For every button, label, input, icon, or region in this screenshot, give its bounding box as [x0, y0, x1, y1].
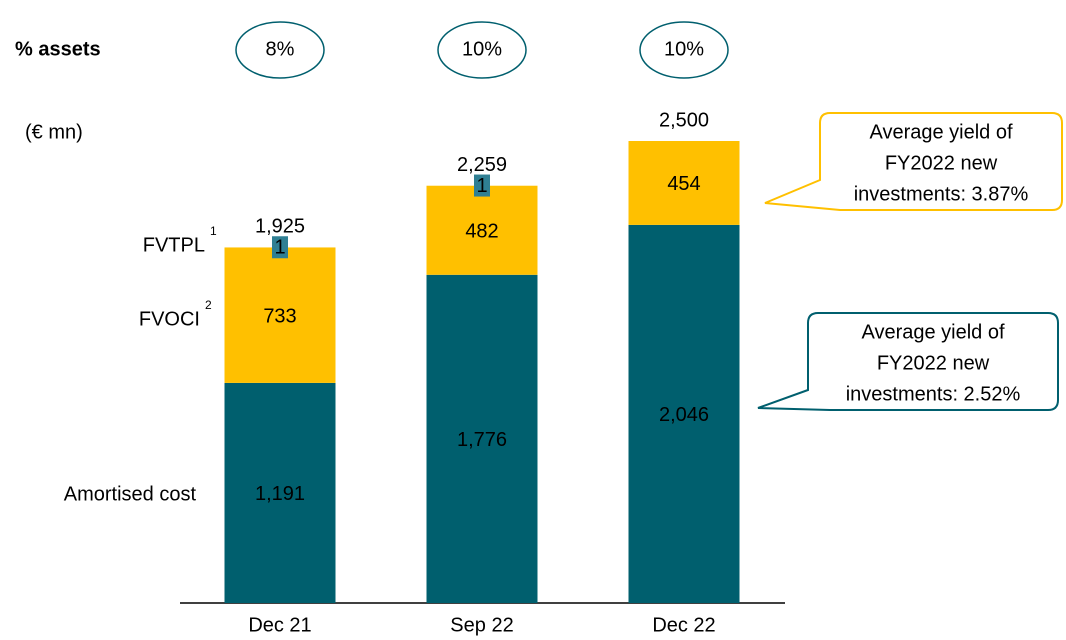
assets-value: 10%	[664, 38, 704, 60]
bar-segment	[628, 224, 740, 603]
value-label: 1	[274, 237, 285, 259]
assets-value: 8%	[266, 38, 295, 60]
callout-text: investments: 2.52%	[846, 383, 1021, 405]
callout-text: Average yield of	[861, 321, 1005, 343]
callout-text: FY2022 new	[877, 352, 990, 374]
bar-segment	[272, 236, 288, 259]
x-tick-label: Dec 21	[248, 614, 311, 636]
unit-label: (€ mn)	[25, 121, 83, 143]
value-label: 482	[465, 221, 498, 243]
bar-segment	[224, 247, 336, 383]
value-label: 1,776	[457, 429, 507, 451]
bar-segment	[224, 382, 336, 603]
bar-segment	[426, 185, 538, 275]
assets-value: 10%	[462, 38, 502, 60]
assets-ellipse	[235, 21, 325, 79]
value-label: 733	[263, 305, 296, 327]
total-label: 1,925	[255, 216, 305, 238]
bar-segment	[474, 174, 490, 197]
callout-text: FY2022 new	[885, 152, 998, 174]
total-label: 2,500	[659, 109, 709, 131]
bar-segment	[426, 274, 538, 603]
assets-ellipse	[639, 21, 729, 79]
value-label: 454	[667, 173, 700, 195]
value-label: 2,046	[659, 404, 709, 426]
assets-ellipse	[437, 21, 527, 79]
value-label: 1	[476, 175, 487, 197]
callout-box	[757, 312, 1059, 411]
value-label: 1,191	[255, 483, 305, 505]
total-label: 2,259	[457, 154, 507, 176]
legend-label: FVTPL	[143, 234, 205, 256]
callout-box	[764, 112, 1063, 211]
x-tick-label: Sep 22	[450, 614, 513, 636]
footnote-mark: 1	[210, 224, 217, 238]
assets-label: % assets	[15, 38, 101, 60]
callout-text: Average yield of	[869, 121, 1013, 143]
bar-segment	[628, 141, 740, 225]
legend-label: FVOCI	[139, 308, 200, 330]
legend-label: Amortised cost	[64, 483, 197, 505]
callout-text: investments: 3.87%	[854, 183, 1029, 205]
x-tick-label: Dec 22	[652, 614, 715, 636]
footnote-mark: 2	[205, 298, 212, 312]
